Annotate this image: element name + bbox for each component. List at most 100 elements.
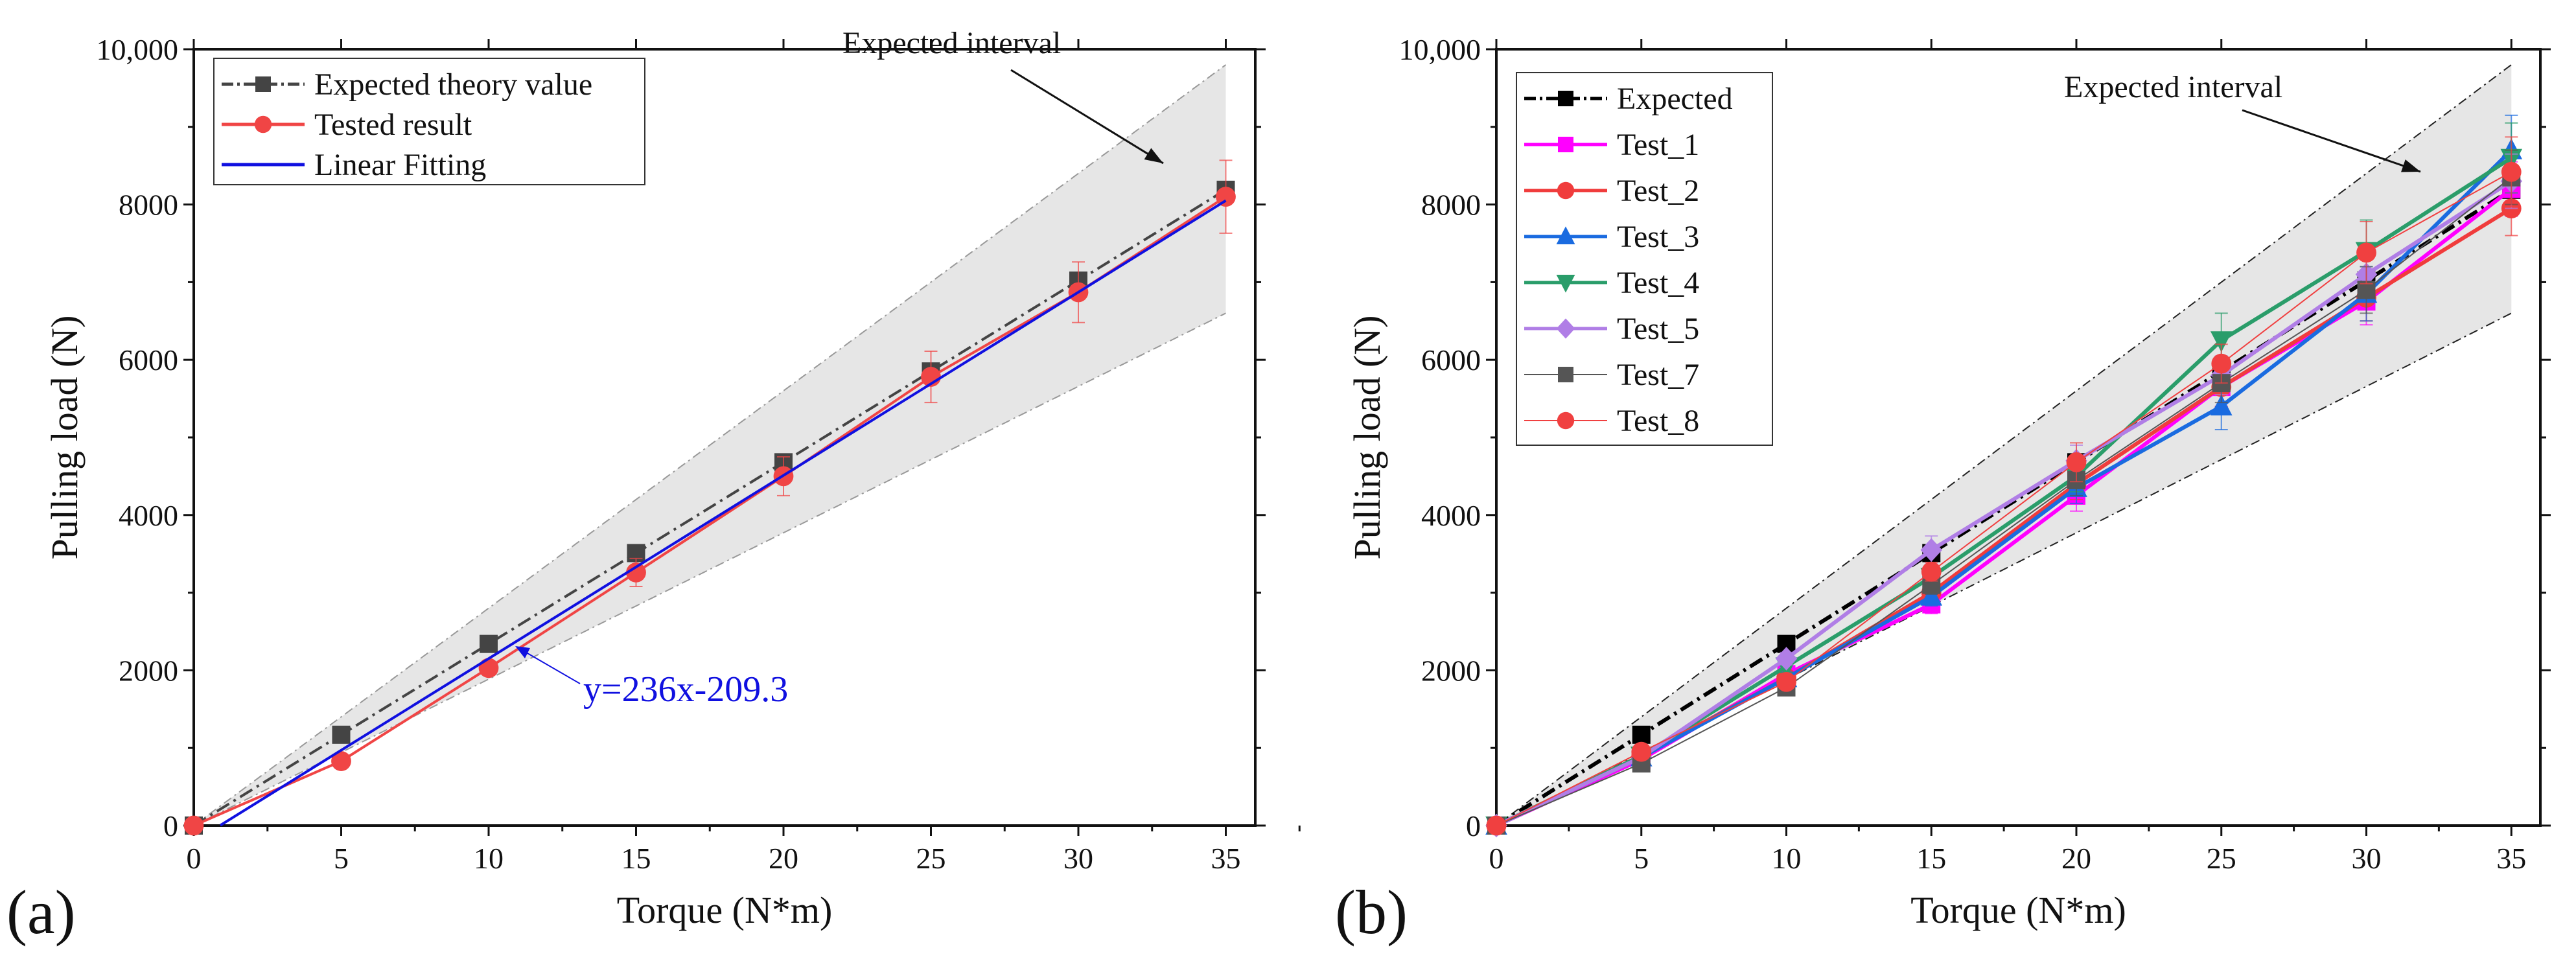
y-axis-title: Pulling load (N) — [1346, 316, 1388, 560]
series-linear-fitting — [219, 199, 1227, 827]
legend-label: Test_7 — [1617, 358, 1699, 392]
y-tick-label: 0 — [1466, 809, 1481, 842]
x-tick-label: 0 — [187, 842, 202, 875]
legend-item: Test_7 — [1524, 358, 1699, 392]
marker-circle — [2211, 353, 2232, 374]
x-tick-label: 0 — [1489, 842, 1504, 875]
marker-circle — [1486, 815, 1507, 836]
x-tick-label: 30 — [2352, 842, 2382, 875]
series-line — [192, 189, 1227, 827]
legend-label: Expected theory value — [314, 67, 592, 102]
interval-label: Expected interval — [842, 26, 1061, 60]
x-tick-label: 20 — [2061, 842, 2091, 875]
legend-label: Test_5 — [1617, 312, 1699, 346]
panel-label: (b) — [1335, 877, 1408, 947]
legend-item: Test_4 — [1524, 266, 1699, 300]
marker-square — [255, 76, 271, 92]
marker-circle — [1557, 181, 1575, 200]
y-tick-label: 10,000 — [1399, 33, 1481, 66]
legend-label: Tested result — [314, 108, 472, 142]
legend: Expected theory value Tested result Linear… — [213, 58, 645, 185]
marker-triangle-up — [1920, 585, 1943, 606]
marker-square — [1632, 725, 1651, 744]
x-tick-label: 25 — [2207, 842, 2236, 875]
marker-circle — [2356, 242, 2376, 263]
x-tick-label: 10 — [474, 842, 504, 875]
arrow-head-icon — [515, 646, 530, 658]
legend-item: Test_1 — [1524, 128, 1699, 162]
marker-circle — [331, 751, 351, 771]
marker-square — [1558, 367, 1573, 382]
marker-circle — [478, 658, 499, 678]
y-tick-label: 8000 — [119, 189, 178, 222]
series-line — [1496, 171, 2512, 826]
marker-triangle-up — [1556, 226, 1575, 244]
marker-circle — [1557, 411, 1575, 430]
legend-label: Test_1 — [1617, 128, 1699, 162]
marker-square — [1558, 91, 1573, 106]
y-tick-label: 6000 — [1421, 343, 1481, 376]
interval-lower-bound — [193, 312, 1226, 826]
marker-triangle-up — [2210, 394, 2233, 416]
x-axis-title: Torque (N*m) — [1910, 889, 2126, 931]
x-tick-label: 5 — [1634, 842, 1649, 875]
arrow-head-icon — [1144, 148, 1163, 163]
legend-item: Linear Fitting — [222, 148, 486, 182]
marker-circle — [254, 115, 272, 133]
x-tick-label: 15 — [621, 842, 651, 875]
legend-item: Test_5 — [1524, 312, 1699, 346]
legend-item: Test_8 — [1524, 404, 1699, 438]
y-tick-label: 4000 — [119, 499, 178, 532]
series-test-8 — [1486, 136, 2522, 836]
x-axis-title: Torque (N*m) — [617, 889, 833, 931]
marker-diamond — [1920, 538, 1943, 562]
fit-line — [219, 199, 1227, 827]
legend-item: Tested result — [222, 108, 472, 142]
x-tick-label: 20 — [769, 842, 798, 875]
legend-label: Linear Fitting — [314, 148, 486, 182]
x-tick-label: 10 — [1772, 842, 1802, 875]
legend-label: Test_8 — [1617, 404, 1699, 438]
y-tick-label: 2000 — [119, 654, 178, 687]
y-tick-label: 0 — [163, 809, 178, 842]
panel-a: 0 5 10 15 20 25 30 35 0 2000 4000 6000 8000 10,000 Tor… — [6, 26, 1301, 947]
interval-upper-bound — [1496, 64, 2512, 826]
panel-b: 0 5 10 15 20 25 30 35 0 2000 4000 6000 8000 10,000 Tor… — [1335, 33, 2551, 947]
legend-item: Expected theory value — [222, 67, 592, 102]
series-line — [1495, 188, 2512, 828]
interval-arrow — [2242, 109, 2421, 173]
marker-circle — [1776, 671, 1796, 692]
marker-circle — [1921, 561, 1942, 582]
panel-label: (a) — [6, 877, 76, 947]
marker-square — [480, 634, 498, 653]
x-tick-label: 25 — [916, 842, 946, 875]
interval-upper-bound — [193, 64, 1227, 826]
x-tick-label: 35 — [1211, 842, 1241, 875]
marker-diamond — [1775, 647, 1798, 671]
legend-label: Test_4 — [1617, 266, 1699, 300]
legend-label: Test_2 — [1617, 174, 1699, 208]
marker-circle — [2066, 452, 2087, 472]
x-tick-label: 5 — [334, 842, 349, 875]
legend-label: Test_3 — [1617, 220, 1699, 254]
y-axis-title: Pulling load (N) — [43, 316, 86, 560]
marker-square — [1558, 137, 1573, 152]
interval-label: Expected interval — [2064, 70, 2282, 104]
x-tick-label: 30 — [1063, 842, 1093, 875]
marker-triangle-down — [1556, 275, 1575, 293]
series-line — [1496, 176, 2512, 826]
legend: Expected Test_1 Test_2 Test_3 Test_4 Test_5 Te… — [1516, 72, 1773, 446]
legend-label: Expected — [1617, 82, 1733, 116]
legend-item: Test_2 — [1524, 174, 1699, 208]
arrow-head-icon — [2401, 159, 2420, 172]
legend-item: Expected — [1524, 82, 1733, 116]
y-tick-label: 6000 — [119, 343, 178, 376]
legend-box — [1516, 72, 1773, 446]
fit-equation-pointer — [518, 647, 581, 684]
marker-circle — [626, 562, 646, 583]
y-tick-label: 8000 — [1421, 189, 1481, 222]
marker-square — [332, 725, 351, 744]
fit-equation: y=236x-209.3 — [583, 669, 788, 710]
y-tick-label: 10,000 — [97, 33, 179, 66]
